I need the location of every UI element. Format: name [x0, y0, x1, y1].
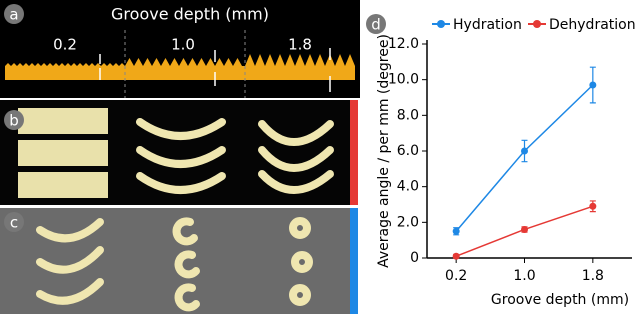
strip-body	[5, 66, 355, 80]
point	[521, 226, 528, 233]
legend-marker	[437, 20, 445, 28]
y-tick-label: 12.0	[388, 36, 419, 52]
depth-label: 0.2	[53, 36, 77, 54]
panel-label: a	[9, 6, 18, 24]
x-tick-label: 1.8	[582, 268, 604, 284]
y-tick-label: 8.0	[397, 107, 419, 123]
depth-label: 1.0	[171, 36, 195, 54]
strip-flat	[18, 172, 108, 198]
legend-label: Dehydration	[549, 17, 636, 33]
color-bar	[350, 100, 358, 205]
legend-label: Hydration	[453, 17, 522, 33]
point	[453, 253, 460, 260]
strip-flat	[18, 140, 108, 166]
panel-label: b	[9, 112, 19, 130]
y-tick-label: 6.0	[397, 143, 419, 159]
point	[521, 148, 528, 155]
legend-marker	[533, 20, 541, 28]
x-axis-label: Groove depth (mm)	[491, 292, 629, 308]
figure: a Groove depth (mm) 0.2 1.0 1.8 b c d Av…	[0, 0, 640, 314]
x-tick-label: 1.0	[513, 268, 535, 284]
y-tick-label: 2.0	[397, 214, 419, 230]
panel-label: c	[10, 214, 18, 232]
y-axis-label: Average angle / per mm (degree)	[376, 34, 392, 268]
color-bar	[350, 208, 358, 314]
point	[453, 228, 460, 235]
panel-label: d	[371, 16, 381, 34]
point	[589, 203, 596, 210]
y-tick-label: 4.0	[397, 179, 419, 195]
depth-label: 1.8	[288, 36, 312, 54]
panel-title: Groove depth (mm)	[111, 5, 269, 24]
point	[589, 82, 596, 89]
strip-flat	[18, 108, 108, 134]
y-tick-label: 10.0	[388, 72, 419, 88]
x-tick-label: 0.2	[445, 268, 467, 284]
y-tick-label: 0	[410, 250, 419, 266]
